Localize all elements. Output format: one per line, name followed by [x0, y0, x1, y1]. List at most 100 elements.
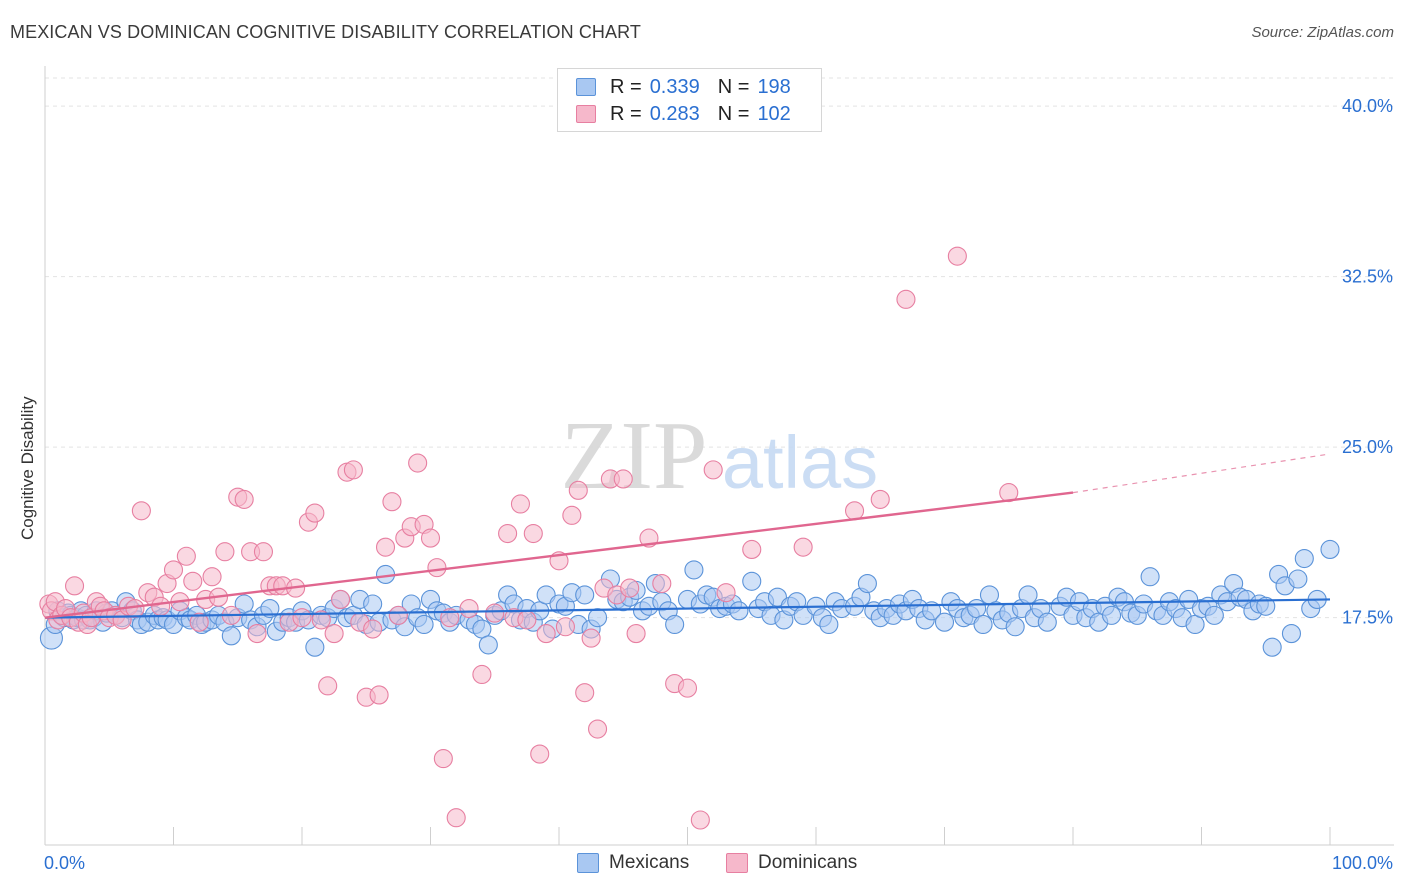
dominicans-point-69	[446, 808, 466, 828]
dominicans-point-71	[472, 664, 492, 685]
mexicans-trend-line	[44, 598, 1331, 619]
dominicans-point-73	[498, 523, 518, 544]
mexicans-point-153	[1005, 617, 1025, 637]
mexicans-point-158	[1037, 612, 1057, 632]
dominicans-point-49	[318, 676, 338, 696]
mexicans-point-191	[1256, 596, 1276, 616]
dominicans-point-70	[459, 599, 479, 619]
dominicans-point-50	[324, 624, 344, 644]
watermark: ZIP atlas	[561, 402, 879, 510]
dominicans-point-38	[247, 624, 267, 644]
mexicans-point-197	[1294, 548, 1314, 569]
dominicans-point-101	[793, 537, 813, 557]
dominicans-point-94	[652, 573, 672, 594]
y-axis-label: Cognitive Disability	[18, 396, 37, 540]
dominicans-point-86	[587, 719, 608, 739]
mexicans-point-149	[979, 585, 1000, 605]
mexicans-point-107	[684, 560, 704, 580]
dominicans-point-67	[433, 749, 453, 769]
bottom-legend-mexicans: Mexicans	[577, 852, 689, 874]
mexicans-point-92	[575, 585, 595, 605]
watermark-atlas: atlas	[722, 421, 878, 504]
legend-n-label: N =	[717, 102, 750, 125]
mexicans-point-94	[587, 608, 608, 628]
bottom-legend-swatch-mexicans	[577, 853, 599, 873]
dominicans-point-20	[131, 501, 151, 521]
dominicans-point-83	[568, 480, 588, 500]
legend-r-label: R =	[610, 75, 642, 98]
dominicans-point-29	[189, 612, 209, 632]
y-tick-label-0: 17.5%	[1342, 608, 1393, 628]
mexicans-point-155	[1018, 585, 1038, 605]
dominicans-trend-line	[44, 491, 1074, 619]
mexicans-point-126	[819, 614, 839, 635]
tick-labels: 17.5% 25.0% 32.5% 40.0% 0.0% 100.0%	[44, 96, 1393, 873]
mexicans-point-141	[922, 601, 942, 621]
chart-title: MEXICAN VS DOMINICAN COGNITIVE DISABILIT…	[10, 22, 641, 42]
dominicans-point-92	[626, 624, 646, 644]
mexicans-point-142	[934, 612, 955, 632]
axes	[44, 66, 1394, 846]
dominicans-point-105	[947, 246, 967, 266]
dominicans-point-75	[510, 494, 531, 514]
mexicans-point-38	[221, 626, 241, 646]
dominicans-point-98	[703, 460, 723, 480]
y-tick-label-1: 25.0%	[1342, 437, 1393, 457]
dominicans-point-48	[311, 610, 331, 630]
dominicans-point-58	[375, 537, 396, 557]
dominicans-point-97	[690, 810, 710, 830]
mexicans-point-183	[1204, 605, 1224, 625]
dominicans-point-104	[896, 289, 916, 309]
x-tick-label-1: 100.0%	[1332, 853, 1393, 873]
dominicans-point-103	[870, 489, 890, 509]
mexicans-point-147	[967, 599, 987, 619]
dominicans-point-51	[330, 589, 351, 610]
dominicans-point-56	[363, 619, 383, 639]
dominicans-points	[39, 246, 1019, 830]
mexicans-point-148	[973, 614, 993, 635]
y-tick-label-3: 40.0%	[1342, 96, 1393, 116]
dominicans-point-72	[485, 603, 505, 623]
mexicans-point-167	[1102, 605, 1122, 625]
correlation-legend: R = 0.339 N = 198 R = 0.283 N = 102	[557, 68, 822, 132]
dominicans-point-23	[151, 596, 171, 616]
dominicans-point-7	[65, 576, 85, 596]
dominicans-point-96	[677, 678, 698, 698]
mexicans-point-77	[478, 635, 498, 655]
bottom-legend-label-dominicans: Dominicans	[758, 852, 858, 873]
dominicans-point-45	[292, 608, 312, 628]
dominicans-point-102	[844, 501, 865, 521]
mexicans-point-60	[363, 594, 383, 614]
dominicans-point-100	[742, 539, 762, 559]
mexicans-point-196	[1288, 569, 1308, 589]
mexicans-point-51	[305, 637, 325, 657]
x-tick-label-0: 0.0%	[44, 853, 85, 873]
trend-lines	[44, 453, 1331, 619]
mexicans-point-68	[414, 614, 434, 635]
dominicans-point-27	[176, 546, 196, 566]
dominicans-point-85	[581, 628, 601, 648]
dominicans-point-84	[575, 683, 595, 703]
dominicans-point-53	[343, 460, 363, 480]
bottom-legend-swatch-dominicans	[726, 853, 748, 873]
dominicans-point-63	[408, 453, 428, 473]
dominicans-point-57	[369, 685, 389, 705]
dominicans-point-47	[305, 503, 325, 523]
mexicans-point-173	[1140, 567, 1160, 587]
dominicans-point-77	[523, 523, 543, 544]
dominicans-point-68	[440, 608, 460, 628]
legend-r-label: R =	[610, 102, 642, 125]
mexicans-point-200	[1320, 539, 1340, 559]
dominicans-point-28	[183, 571, 203, 591]
dominicans-point-79	[536, 624, 556, 644]
mexicans-point-195	[1281, 624, 1301, 644]
dominicans-point-66	[427, 558, 447, 578]
mexicans-point-180	[1185, 614, 1205, 635]
y-tick-label-2: 32.5%	[1342, 267, 1393, 287]
mexicans-point-76	[472, 619, 492, 639]
dominicans-point-78	[530, 744, 550, 764]
bottom-legend-dominicans: Dominicans	[726, 852, 857, 874]
mexicans-point-192	[1262, 637, 1282, 657]
mexicans-point-44	[260, 599, 280, 619]
